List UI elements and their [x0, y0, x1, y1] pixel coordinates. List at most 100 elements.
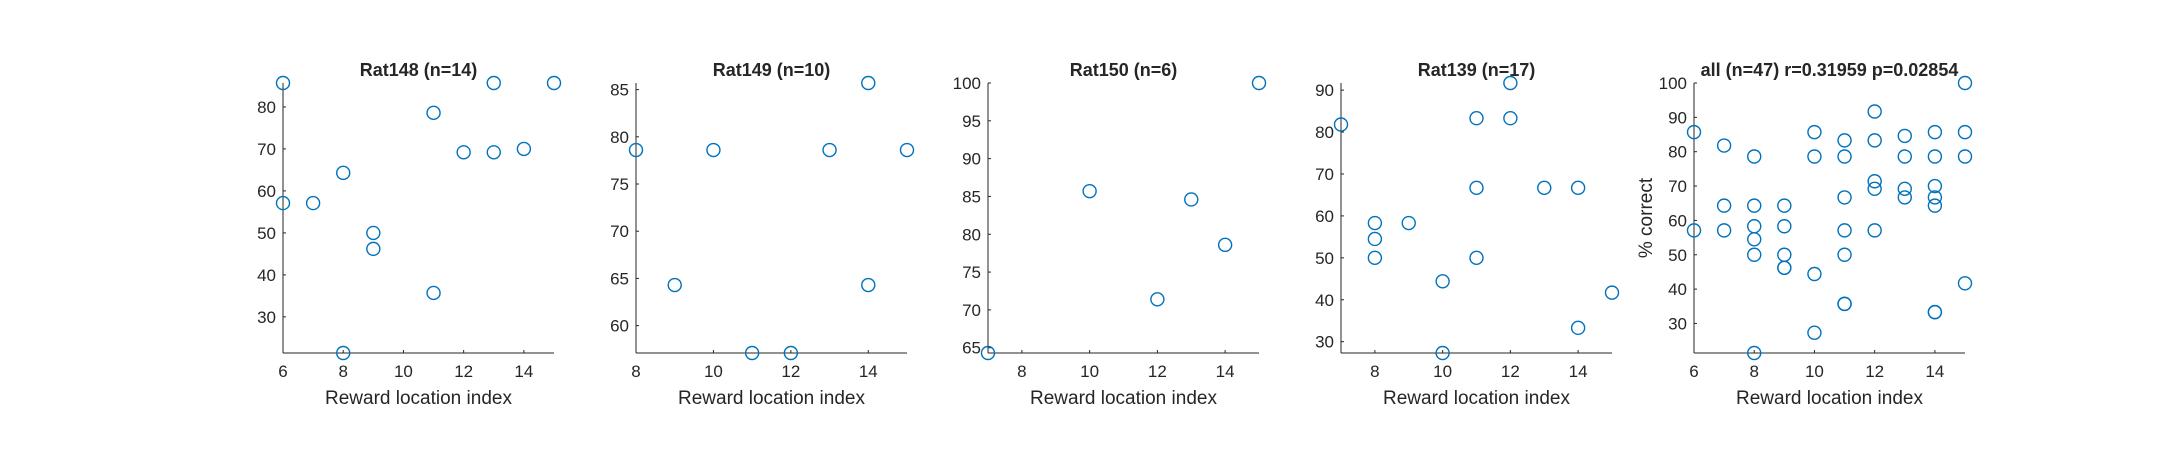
- y-tick-label: 100: [1659, 74, 1687, 93]
- data-point: [1927, 304, 1943, 320]
- x-axis-label: Reward location index: [1030, 388, 1217, 409]
- data-point: [305, 195, 321, 211]
- panel-rat149: Rat149 (n=10) Reward location index 8 10 1…: [610, 60, 915, 409]
- data-point: [1401, 215, 1416, 231]
- x-tick-label: 12: [781, 362, 800, 381]
- data-point: [1503, 75, 1518, 91]
- data-point: [1150, 292, 1165, 307]
- data-point: [628, 142, 644, 158]
- data-point: [1807, 149, 1822, 164]
- data-point: [275, 75, 291, 91]
- x-tick-label: 12: [1501, 362, 1520, 381]
- data-point: [1777, 198, 1792, 213]
- data-point: [1716, 198, 1732, 213]
- x-tick-label: 14: [1216, 362, 1235, 381]
- data-point: [1897, 128, 1912, 144]
- data-point: [1837, 149, 1852, 164]
- y-tick-label: 100: [953, 74, 981, 93]
- data-point: [1184, 192, 1199, 207]
- y-tick-label: 70: [257, 140, 276, 159]
- y-tick-label: 80: [1315, 123, 1334, 142]
- data-point: [1897, 190, 1912, 205]
- data-point: [1716, 138, 1732, 153]
- data-point: [516, 141, 532, 157]
- y-tick-label: 60: [257, 182, 276, 201]
- panel-rat139: Rat139 (n=17) Reward location index 8 10 1…: [1315, 60, 1620, 409]
- y-tick-label: 80: [610, 128, 629, 147]
- y-tick-label: 70: [1315, 165, 1334, 184]
- x-axis-label: Reward location index: [1383, 388, 1570, 409]
- panel-rat150: Rat150 (n=6) Reward location index 8 10 12…: [953, 60, 1267, 409]
- data-point: [1570, 320, 1586, 336]
- x-tick-label: 8: [338, 362, 347, 381]
- x-tick-label: 12: [1865, 362, 1884, 381]
- data-point: [1927, 190, 1943, 205]
- data-point: [1367, 231, 1383, 247]
- data-point: [1503, 111, 1518, 126]
- y-tick-label: 70: [1668, 177, 1687, 196]
- data-point: [426, 105, 441, 121]
- data-point: [1747, 149, 1762, 164]
- data-point: [486, 75, 501, 91]
- data-point: [1867, 181, 1882, 197]
- y-tick-label: 60: [610, 317, 629, 336]
- panel-title: Rat139 (n=17): [1418, 60, 1536, 80]
- data-point: [1867, 133, 1882, 148]
- y-tick-label: 65: [610, 269, 629, 288]
- y-tick-label: 40: [1668, 280, 1687, 299]
- x-tick-label: 8: [1370, 362, 1379, 381]
- data-point: [486, 145, 501, 160]
- data-point: [783, 345, 799, 361]
- data-point: [1957, 149, 1973, 164]
- panel-rat148: Rat148 (n=14) Reward location index 6 8 10…: [257, 60, 562, 409]
- data-point: [1747, 232, 1762, 247]
- data-point: [744, 345, 760, 361]
- data-point: [1435, 345, 1450, 361]
- data-point: [1897, 149, 1912, 164]
- data-point: [1957, 124, 1973, 140]
- data-point: [1747, 247, 1762, 262]
- data-point: [426, 285, 441, 301]
- data-point: [1777, 260, 1792, 276]
- data-point: [1367, 250, 1383, 266]
- data-point: [1604, 285, 1620, 300]
- x-tick-label: 6: [1689, 362, 1698, 381]
- y-tick-label: 90: [1315, 81, 1334, 100]
- y-tick-label: 75: [610, 175, 629, 194]
- data-point: [1837, 296, 1852, 312]
- x-tick-label: 8: [1017, 362, 1026, 381]
- data-point: [1686, 223, 1702, 238]
- x-tick-label: 10: [1433, 362, 1452, 381]
- y-axis-label: % correct: [1636, 177, 1657, 258]
- x-tick-label: 6: [278, 362, 287, 381]
- data-point: [1837, 133, 1852, 148]
- data-point: [899, 142, 915, 158]
- x-tick-label: 8: [631, 362, 640, 381]
- x-tick-label: 12: [454, 362, 473, 381]
- y-tick-label: 90: [1668, 108, 1687, 127]
- x-tick-label: 12: [1148, 362, 1167, 381]
- x-tick-label: 14: [1569, 362, 1588, 381]
- data-point: [1927, 124, 1943, 140]
- panel-title: Rat148 (n=14): [360, 60, 478, 80]
- data-point: [1777, 219, 1792, 234]
- y-tick-label: 30: [1315, 333, 1334, 352]
- data-point: [980, 345, 996, 361]
- data-point: [1807, 124, 1822, 140]
- y-tick-label: 85: [962, 187, 981, 206]
- x-tick-label: 14: [859, 362, 878, 381]
- data-point: [366, 225, 381, 241]
- y-tick-label: 90: [962, 150, 981, 169]
- data-point: [1837, 223, 1852, 238]
- panel-all: all (n=47) r=0.31959 p=0.02854 Reward lo…: [1636, 60, 1973, 409]
- data-point: [336, 345, 351, 361]
- y-tick-label: 80: [1668, 143, 1687, 162]
- data-point: [1469, 180, 1484, 196]
- data-point: [1747, 345, 1762, 361]
- y-tick-label: 80: [257, 98, 276, 117]
- data-point: [1435, 274, 1450, 289]
- y-tick-label: 85: [610, 81, 629, 100]
- data-point: [1251, 75, 1267, 91]
- x-axis-label: Reward location index: [1736, 388, 1923, 409]
